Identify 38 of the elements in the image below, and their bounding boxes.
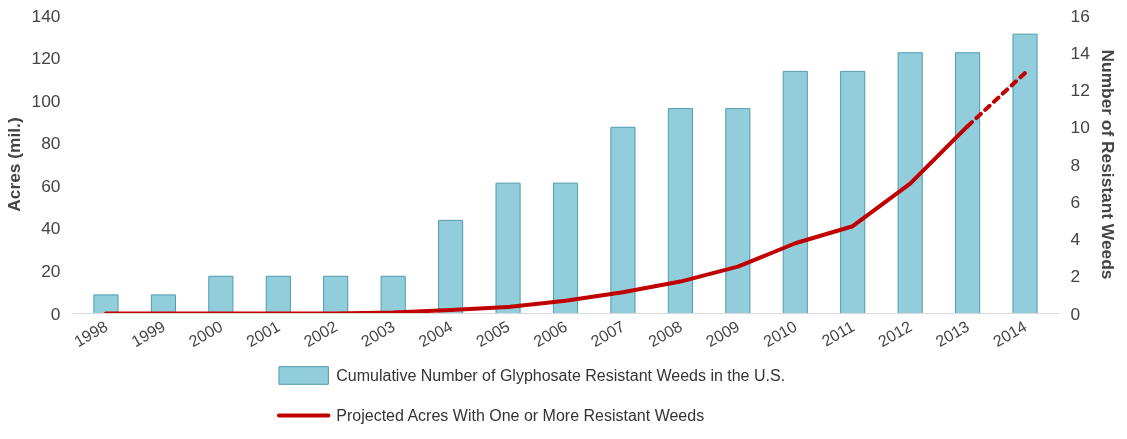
x-tick-label: 2007 — [588, 317, 628, 351]
y2-axis-title: Number of Resistant Weeds — [1097, 49, 1118, 280]
y2-tick-label: 0 — [1070, 303, 1081, 324]
y-tick-label: 120 — [31, 48, 61, 69]
x-tick-label: 1999 — [128, 317, 168, 351]
x-tick-label: 1998 — [71, 317, 111, 351]
x-tick-label: 2000 — [186, 317, 226, 351]
x-tick-label: 2006 — [530, 317, 571, 351]
x-tick-label: 2014 — [990, 317, 1030, 351]
y-tick-label: 0 — [50, 303, 61, 324]
x-tick-label: 2005 — [473, 317, 513, 351]
y2-tick-label: 16 — [1070, 5, 1090, 26]
y2-tick-label: 8 — [1070, 154, 1081, 175]
x-tick-label: 2012 — [875, 317, 915, 351]
y2-tick-label: 10 — [1070, 117, 1090, 138]
y2-tick-label: 6 — [1070, 191, 1081, 212]
y-tick-label: 60 — [41, 175, 61, 196]
legend-label: Projected Acres With One or More Resistant Weeds — [336, 407, 705, 424]
y-tick-label: 140 — [31, 5, 61, 26]
y2-tick-label: 14 — [1070, 42, 1091, 63]
y-tick-label: 40 — [41, 218, 61, 239]
x-tick-label: 2011 — [818, 317, 858, 350]
x-tick-label: 2003 — [358, 317, 398, 351]
x-tick-label: 2008 — [645, 317, 685, 351]
y2-tick-label: 4 — [1070, 229, 1081, 249]
x-tick-label: 2010 — [760, 317, 800, 351]
x-tick-label: 2001 — [243, 317, 283, 351]
y-tick-label: 100 — [31, 90, 61, 111]
y-tick-label: 20 — [41, 260, 61, 281]
y-axis-title: Acres (mil.) — [3, 117, 24, 212]
y-tick-label: 80 — [41, 133, 61, 154]
x-tick-label: 2004 — [415, 317, 456, 351]
x-tick-label: 2002 — [300, 317, 341, 351]
x-tick-label: 2009 — [703, 317, 743, 351]
legend-label: Cumulative Number of Glyphosate Resistant Weeds in the U.S. — [336, 367, 786, 384]
x-tick-label: 2013 — [932, 317, 973, 351]
y2-tick-label: 2 — [1070, 266, 1081, 287]
y2-tick-label: 12 — [1070, 80, 1090, 100]
